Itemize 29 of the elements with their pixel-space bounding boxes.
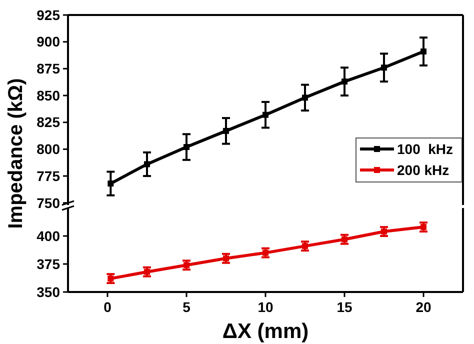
x-tick-label: 20 (416, 299, 432, 315)
x-tick-label: 10 (258, 299, 274, 315)
y-tick-label: 850 (36, 87, 60, 104)
y-tick-label: 900 (36, 34, 60, 50)
point (381, 64, 387, 71)
legend-label: 200 kHz (397, 162, 450, 178)
y-tick-label: 350 (36, 284, 60, 300)
y-tick-label: 400 (36, 228, 60, 244)
y-tick-label: 875 (36, 60, 60, 77)
point (144, 161, 150, 168)
point (184, 144, 190, 150)
point (342, 78, 348, 85)
y-tick-label: 825 (36, 114, 60, 130)
x-tick-label: 5 (182, 299, 191, 315)
x-axis-title: ΔX (mm) (222, 320, 309, 343)
y-tick-label: 750 (36, 194, 60, 211)
point (262, 112, 268, 118)
point (420, 48, 426, 54)
y-tick-label: 800 (36, 141, 60, 158)
point (302, 94, 308, 101)
x-tick-label: 0 (104, 299, 112, 315)
x-tick-label: 15 (336, 299, 352, 315)
y-tick-label: 925 (36, 6, 60, 23)
point (108, 180, 114, 187)
legend-label: 100 kHz (397, 140, 454, 157)
point (223, 128, 229, 134)
y-tick-label: 375 (36, 256, 60, 272)
y-axis-title: Impedance (kΩ) (5, 78, 27, 229)
y-tick-label: 775 (36, 168, 60, 184)
